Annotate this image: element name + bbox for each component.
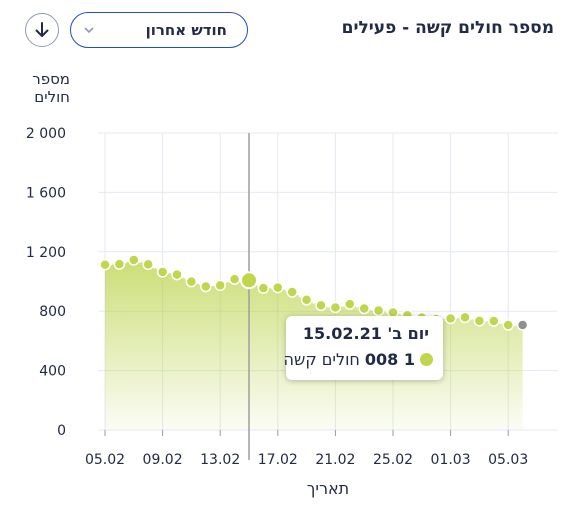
data-point (185, 275, 198, 288)
data-point (502, 319, 514, 331)
data-point (358, 302, 370, 315)
data-point (171, 268, 183, 281)
data-point (156, 266, 169, 278)
data-point (372, 304, 385, 317)
data-point (272, 281, 284, 294)
y-tick-label: 1 200 (26, 245, 66, 261)
x-tick-label: 25.02 (373, 452, 413, 468)
data-point (113, 258, 126, 270)
data-point (315, 299, 327, 312)
data-point (329, 301, 342, 314)
x-tick-label: 09.02 (143, 452, 183, 468)
y-tick-label: 800 (39, 304, 66, 320)
x-tick-label: 05.02 (85, 452, 125, 468)
data-point (300, 294, 313, 306)
y-tick-label: 400 (39, 364, 66, 380)
x-tick-label: 01.03 (431, 452, 471, 468)
data-point (444, 312, 457, 325)
data-point (344, 298, 356, 310)
x-tick-label: 05.03 (488, 452, 528, 468)
tooltip-row: 1 008 חולים קשה (284, 350, 433, 369)
data-point (257, 282, 270, 294)
data-point (488, 315, 500, 327)
download-button[interactable] (25, 13, 59, 47)
data-point (286, 286, 298, 298)
highlighted-data-point (240, 271, 258, 290)
chart-tooltip: יום ב' 15.02.21 1 008 חולים קשה (284, 316, 443, 380)
y-tick-label: 0 (57, 423, 66, 439)
data-point (99, 258, 111, 271)
y-tick-label: 1 600 (26, 185, 66, 201)
data-point (128, 254, 140, 266)
period-selected-value: חודש אחרון (145, 21, 227, 39)
series-line (104, 258, 523, 327)
data-point (200, 280, 212, 293)
x-axis-label: תאריך (307, 479, 349, 498)
tooltip-date: יום ב' 15.02.21 (302, 324, 429, 343)
data-point (228, 273, 241, 285)
x-tick-label: 17.02 (258, 452, 298, 468)
data-point (516, 319, 529, 331)
page-title: מספר חולים קשה - פעילים (341, 18, 554, 38)
data-point (214, 279, 226, 292)
tooltip-series-label: חולים קשה (283, 350, 360, 369)
data-point (142, 258, 154, 271)
period-dropdown[interactable]: חודש אחרון (70, 12, 248, 48)
arrow-down-icon (35, 22, 49, 37)
tooltip-series-dot (420, 353, 433, 366)
y-tick-label: 2 000 (26, 126, 66, 142)
data-point (459, 311, 471, 324)
y-axis-label: מספר חולים (32, 70, 70, 106)
x-tick-label: 13.02 (200, 452, 240, 468)
chevron-down-icon (83, 21, 95, 40)
tooltip-value: 1 008 (364, 350, 415, 369)
data-point (473, 315, 486, 327)
x-tick-label: 21.02 (315, 452, 355, 468)
